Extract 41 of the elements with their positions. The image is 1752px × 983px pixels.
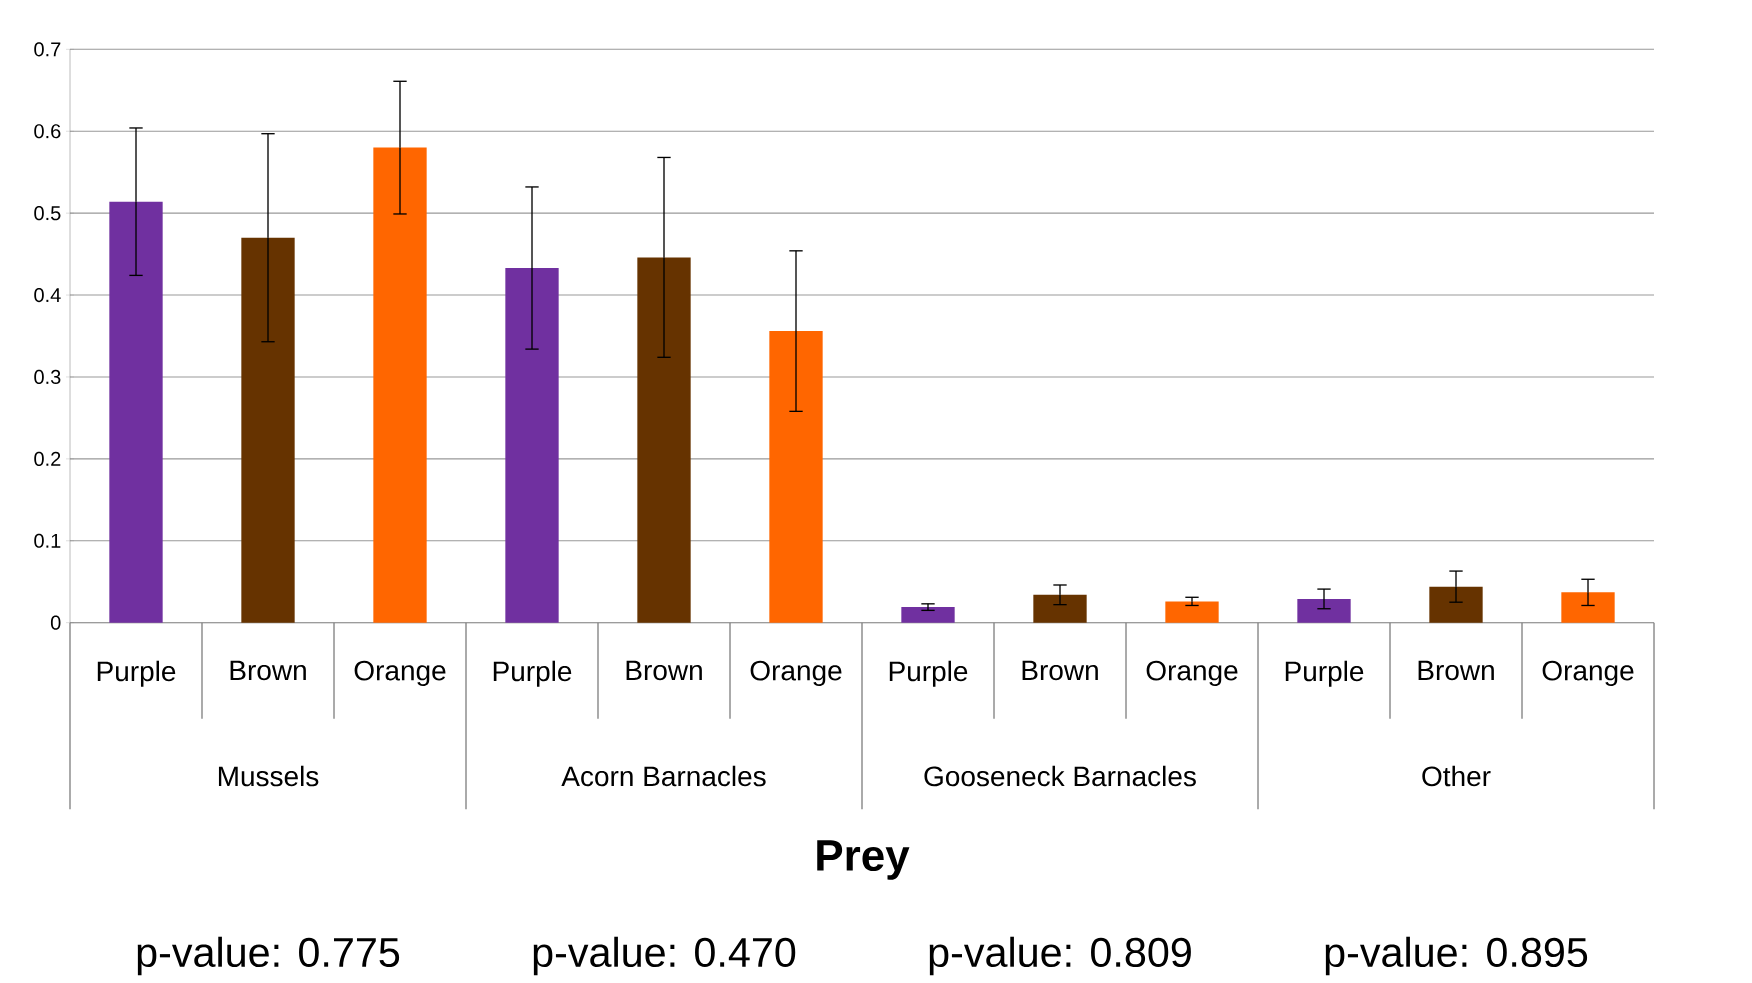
text: p-value: 0.775 — [137, 936, 400, 976]
y-tick-label: 0.1 — [34, 533, 61, 548]
text: p-value: 0.809 — [929, 936, 1191, 976]
text: Acorn Barnacles — [561, 765, 766, 787]
x-tick-label: Brown — [230, 660, 306, 681]
x-tick-label: Brown — [1418, 660, 1494, 681]
y-tick-label: 0.7 — [34, 42, 61, 57]
bar — [109, 201, 163, 623]
text: Mussels — [218, 765, 319, 787]
x-tick-label: Purple — [1285, 660, 1364, 687]
x-tick-label: Brown — [1022, 660, 1098, 681]
x-tick-label: Purple — [493, 660, 572, 687]
bar — [1429, 586, 1483, 623]
bar — [1165, 601, 1219, 623]
bar — [1297, 599, 1351, 623]
y-tick-label: 0 — [50, 615, 61, 630]
bar — [1561, 592, 1615, 623]
x-tick-label: Orange — [1146, 660, 1238, 687]
x-tick-label: Orange — [354, 660, 446, 687]
text: Other — [1422, 765, 1491, 787]
y-tick-label: 0.3 — [34, 370, 61, 385]
bar — [1033, 594, 1087, 623]
text: p-value: 0.895 — [1325, 936, 1588, 976]
y-tick-label: 0.2 — [34, 451, 61, 467]
bar — [901, 607, 955, 623]
x-tick-label: Purple — [97, 660, 176, 687]
bar — [637, 257, 691, 623]
text: p-value: 0.470 — [533, 936, 796, 976]
bar — [769, 331, 823, 623]
y-tick-label: 0.5 — [34, 206, 61, 221]
bar — [373, 147, 427, 623]
x-tick-label: Orange — [1542, 660, 1634, 687]
x-axis-title: Prey — [817, 840, 910, 880]
y-tick-label: 0.6 — [34, 124, 61, 139]
x-tick-label: Purple — [889, 660, 968, 687]
text: Gooseneck Barnacles — [924, 765, 1196, 787]
bar — [505, 268, 559, 623]
x-tick-label: Orange — [750, 660, 842, 687]
x-tick-label: Brown — [626, 660, 702, 681]
y-tick-label: 0.4 — [34, 288, 61, 303]
bar — [241, 237, 295, 623]
